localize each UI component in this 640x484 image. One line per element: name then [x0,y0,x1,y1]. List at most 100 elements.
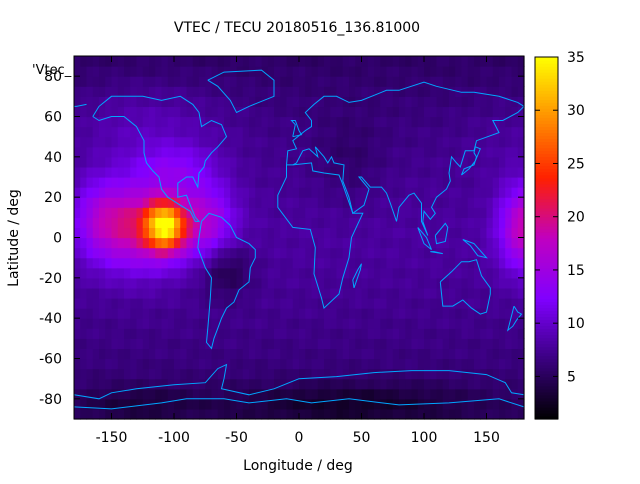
heatmap-cell [105,308,113,319]
heatmap-cell [355,116,363,128]
heatmap-cell [267,257,275,269]
heatmap-cell [174,247,181,259]
heatmap-cell [330,388,338,400]
heatmap-cell [180,358,188,370]
heatmap-cell [361,136,369,148]
heatmap-cell [155,86,163,97]
colorbar-segment [535,373,558,378]
heatmap-cell [286,338,294,350]
heatmap-cell [411,247,419,259]
heatmap-cell [305,56,313,67]
heatmap-cell [492,106,500,118]
heatmap-cell [461,247,469,259]
colorbar-segment [535,90,558,94]
heatmap-cell [99,86,106,97]
colorbar-segment [535,135,558,140]
colorbar-segment [535,171,558,176]
heatmap-cell [492,207,500,218]
heatmap-cell [474,398,481,410]
heatmap-cell [324,348,331,360]
heatmap-cell [361,358,369,370]
heatmap-cell [467,277,475,289]
heatmap-cell [480,358,488,370]
heatmap-cell [492,166,500,178]
heatmap-cell [511,126,519,138]
heatmap-cell [367,247,375,259]
heatmap-cell [286,217,294,229]
heatmap-cell [242,136,250,148]
y-tick-label: 0 [53,231,62,247]
heatmap-cell [342,126,350,138]
heatmap-cell [142,308,150,319]
heatmap-cell [117,388,125,400]
heatmap-cell [311,187,319,198]
heatmap-cell [249,237,256,249]
heatmap-cell [224,197,231,208]
colorbar-segment [535,271,558,275]
heatmap-cell [255,398,263,410]
heatmap-cell [286,177,294,188]
heatmap-cell [361,106,369,118]
heatmap-cell [436,398,444,410]
heatmap-cell [130,408,138,420]
heatmap-cell [99,136,106,148]
heatmap-cell [424,217,431,229]
heatmap-cell [136,106,144,118]
heatmap-cell [399,388,406,400]
heatmap-cell [292,86,300,97]
heatmap-cell [505,207,513,218]
heatmap-cell [205,237,213,249]
heatmap-cell [299,116,306,128]
heatmap-cell [99,378,106,390]
coastline [207,69,275,114]
heatmap-cell [311,348,319,360]
heatmap-cell [324,378,331,390]
heatmap-cell [199,116,206,128]
heatmap-cell [480,86,488,97]
colorbar-segment [535,228,558,233]
heatmap-cell [336,267,344,279]
colorbar-segment [535,159,558,164]
heatmap-cell [317,227,325,239]
colorbar-segment [535,340,558,345]
colorbar-segment [535,322,558,327]
heatmap-cell [267,187,275,198]
heatmap-cell [261,287,269,299]
heatmap-cell [399,247,406,259]
heatmap-cell [155,96,163,108]
heatmap-cell [149,56,156,67]
heatmap-cell [205,217,213,229]
heatmap-cell [261,56,269,67]
heatmap-cell [117,76,125,87]
heatmap-cell [286,277,294,289]
heatmap-cell [142,338,150,350]
colorbar-segment [535,400,558,405]
heatmap-cell [449,247,456,259]
heatmap-cell [267,177,275,188]
heatmap-cell [286,66,294,77]
heatmap-cell [149,177,156,188]
heatmap-cell [467,298,475,309]
heatmap-cell [417,106,425,118]
heatmap-cell [324,388,331,400]
colorbar-tick-label: 25 [567,156,585,172]
heatmap-cell [230,398,238,410]
chart-title: VTEC / TECU 20180516_136.81000 [174,20,420,36]
heatmap-cell [386,116,394,128]
heatmap-cell [467,106,475,118]
heatmap-cell [280,378,288,390]
heatmap-cell [386,56,394,67]
colorbar-segment [535,162,558,167]
heatmap-cell [130,76,138,87]
heatmap-cell [411,287,419,299]
heatmap-cell [130,96,138,108]
heatmap-cell [399,116,406,128]
heatmap-cell [299,328,306,339]
coastline [277,162,364,310]
heatmap-cell [192,267,200,279]
heatmap-cell [442,177,450,188]
heatmap-cell [80,116,88,128]
heatmap-cell [436,348,444,360]
colorbar-segment [535,210,558,215]
heatmap-cell [349,378,356,390]
